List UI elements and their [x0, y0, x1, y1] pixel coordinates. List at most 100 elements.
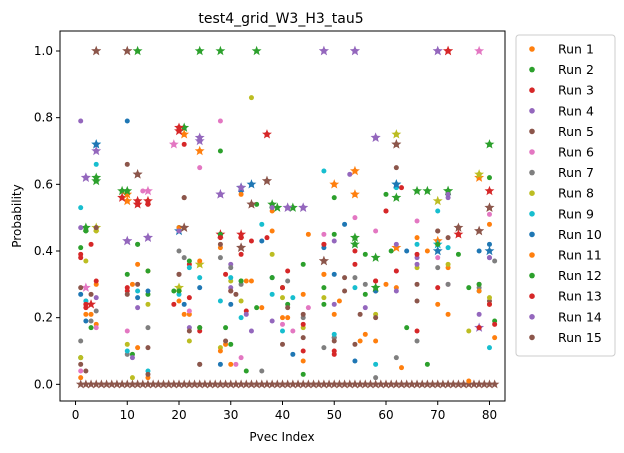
max-star-marker — [474, 45, 485, 56]
max-star-marker — [272, 202, 283, 212]
data-point — [492, 321, 498, 327]
legend-marker — [529, 252, 535, 258]
max-star-marker — [215, 189, 226, 199]
data-point — [93, 278, 99, 284]
max-star-marker — [370, 132, 381, 142]
data-point — [492, 335, 498, 341]
legend-label: Run 7 — [558, 165, 594, 180]
data-point — [269, 318, 275, 324]
data-point — [129, 375, 135, 381]
y-tick-label: 1.0 — [34, 44, 53, 58]
data-point — [362, 251, 368, 257]
max-star-marker — [453, 229, 464, 239]
data-point — [181, 141, 187, 147]
baseline-star-marker — [189, 379, 200, 389]
legend-label: Run 14 — [558, 309, 602, 324]
legend-marker — [529, 314, 535, 320]
data-point — [228, 361, 234, 367]
data-point — [269, 228, 275, 234]
data-point — [424, 361, 430, 367]
max-star-marker — [412, 185, 422, 196]
max-star-marker — [329, 179, 340, 189]
max-star-marker — [474, 225, 485, 236]
data-point — [78, 291, 84, 297]
baseline-star-marker — [241, 379, 252, 389]
legend-label: Run 2 — [558, 62, 594, 77]
baseline-star-marker — [215, 379, 226, 389]
data-point — [383, 281, 389, 287]
data-point — [145, 371, 151, 377]
data-point — [285, 305, 291, 311]
max-star-marker — [318, 45, 329, 56]
y-axis-label: Probability — [10, 184, 24, 247]
baseline-star-marker — [427, 379, 438, 389]
data-point — [135, 261, 141, 267]
data-point — [88, 318, 94, 324]
max-star-marker — [443, 45, 454, 56]
data-point — [243, 368, 249, 374]
data-point — [290, 295, 296, 301]
data-point — [88, 241, 94, 247]
data-point — [300, 358, 306, 364]
legend-marker — [529, 211, 535, 217]
max-star-marker — [262, 129, 272, 139]
max-star-marker — [179, 129, 190, 139]
max-star-marker — [474, 169, 485, 179]
x-tick-label: 50 — [327, 408, 342, 422]
baseline-star-marker — [231, 379, 241, 389]
baseline-star-marker — [396, 379, 407, 389]
series-13 — [78, 45, 492, 354]
max-star-marker — [236, 229, 247, 239]
baseline-star-marker — [101, 379, 112, 389]
data-point — [135, 295, 141, 301]
baseline-star-marker — [479, 379, 490, 389]
max-star-marker — [132, 199, 143, 209]
x-tick-label: 20 — [171, 408, 186, 422]
baseline-star-marker — [179, 379, 189, 389]
max-star-marker — [350, 165, 360, 176]
data-point — [197, 285, 203, 291]
baseline-star-marker — [174, 379, 184, 389]
data-point — [140, 188, 146, 194]
data-point — [383, 191, 389, 197]
series-7 — [78, 241, 498, 381]
data-point — [373, 278, 379, 284]
legend-marker — [529, 231, 535, 238]
max-star-marker — [474, 172, 485, 182]
data-point — [435, 241, 441, 247]
baseline-star-marker — [96, 379, 107, 389]
data-point — [254, 201, 260, 207]
data-point — [269, 291, 275, 297]
data-point — [78, 118, 84, 124]
max-star-marker — [287, 202, 298, 212]
max-star-marker — [194, 259, 205, 269]
data-point — [238, 298, 244, 304]
series-6 — [78, 45, 492, 374]
data-point — [145, 345, 151, 351]
baseline-star-marker — [484, 379, 495, 389]
baseline-star-marker — [345, 379, 355, 389]
max-star-marker — [432, 45, 443, 56]
data-point — [78, 205, 84, 211]
max-star-marker — [246, 199, 257, 209]
baseline-star-marker — [148, 379, 158, 389]
data-point — [414, 235, 420, 241]
max-star-marker — [391, 242, 402, 252]
max-star-marker — [484, 245, 495, 256]
baseline-star-marker — [277, 379, 288, 389]
data-point — [88, 325, 94, 331]
max-star-marker — [117, 192, 128, 202]
data-point — [373, 228, 379, 234]
x-axis-label: Pvec Index — [249, 430, 314, 444]
legend-label: Run 9 — [558, 206, 594, 221]
series-3 — [78, 45, 498, 357]
baseline-star-marker — [313, 379, 324, 389]
baseline-star-marker — [355, 379, 365, 389]
y-tick-label: 0.4 — [34, 244, 53, 258]
max-star-marker — [91, 139, 102, 149]
data-point — [186, 328, 192, 334]
y-axis: 0.0 0.2 0.4 0.6 0.8 1.0 — [34, 44, 60, 391]
data-point — [290, 328, 296, 334]
baseline-star-marker — [282, 379, 293, 389]
data-point — [228, 288, 234, 294]
